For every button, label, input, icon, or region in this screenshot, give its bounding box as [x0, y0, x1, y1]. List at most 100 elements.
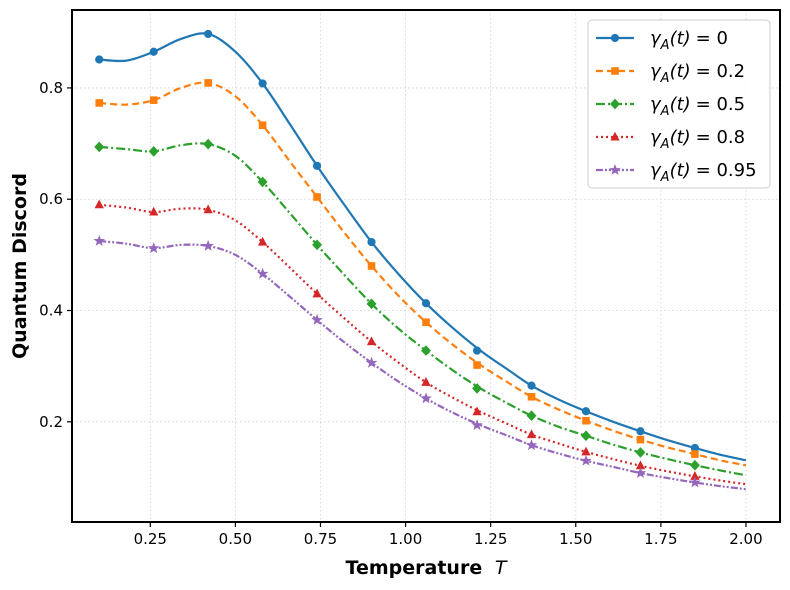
series-marker [312, 288, 322, 298]
legend-marker [610, 33, 620, 43]
y-tick-label: 0.4 [39, 302, 63, 320]
series-marker [525, 439, 538, 451]
legend-symbol: γ [650, 61, 662, 82]
series-marker [422, 318, 430, 327]
series-marker [256, 267, 269, 279]
legend-label: γA(t) = 0.5 [650, 94, 745, 119]
series-marker [421, 345, 431, 356]
series-marker [526, 410, 537, 422]
x-axis-label: Temperature [346, 557, 483, 579]
x-tick-label: 0.25 [134, 530, 167, 548]
series-marker [366, 298, 377, 310]
legend-value: = 0.5 [696, 94, 745, 115]
x-axis-variable: T [495, 557, 508, 579]
legend-label: γA(t) = 0.8 [650, 127, 745, 152]
series-marker [581, 407, 591, 416]
series-marker [367, 237, 376, 247]
x-tick-label: 0.75 [304, 530, 337, 548]
series-marker [311, 313, 323, 325]
x-tick-label: 1.00 [389, 530, 422, 548]
series-marker [203, 204, 213, 214]
series-marker [366, 336, 377, 346]
grid [72, 10, 780, 522]
series-marker [634, 466, 647, 478]
legend-value: = 0.2 [696, 61, 745, 82]
legend-argument: (t) [670, 94, 691, 115]
series-marker [93, 234, 106, 246]
legend-value: = 0 [696, 28, 728, 49]
x-tick-label: 0.50 [219, 530, 252, 548]
series-marker [204, 79, 212, 87]
series-marker [527, 381, 536, 390]
series-marker [95, 99, 104, 107]
series-marker [365, 356, 378, 368]
series-marker [471, 419, 483, 431]
series-marker [689, 476, 701, 488]
series-marker [636, 435, 645, 444]
legend-argument: (t) [670, 160, 691, 181]
legend-symbol: γ [650, 160, 662, 181]
series-marker [472, 383, 483, 394]
y-tick-label: 0.6 [39, 190, 63, 208]
x-tick-label: 2.00 [729, 530, 762, 548]
series-marker [689, 459, 700, 471]
series-marker [421, 377, 431, 386]
legend-argument: (t) [670, 28, 691, 49]
series-group [94, 199, 747, 486]
legend-symbol: γ [650, 94, 662, 115]
x-axis-title: Temperature T [346, 557, 508, 579]
legend-item: γA(t) = 0.2 [596, 61, 745, 86]
series-marker [421, 299, 431, 308]
series-group [93, 234, 747, 491]
legend-label: γA(t) = 0.2 [650, 61, 745, 86]
legend-marker [611, 67, 619, 75]
series-group [94, 138, 747, 477]
legend-argument: (t) [670, 127, 691, 148]
series-marker [204, 29, 213, 39]
series-marker [312, 239, 323, 251]
legend-item: γA(t) = 0.95 [596, 160, 757, 185]
series-marker [636, 427, 645, 436]
series-marker [95, 55, 104, 64]
legend-subscript: A [660, 170, 670, 185]
legend-value: = 0.8 [696, 127, 745, 148]
y-tick-label: 0.2 [39, 413, 63, 431]
series-marker [420, 392, 432, 404]
series-marker [149, 206, 159, 216]
series-marker [580, 454, 592, 466]
legend-marker [609, 163, 621, 175]
legend-marker [610, 98, 620, 110]
series-marker [258, 121, 267, 130]
series-marker [202, 239, 214, 251]
series-marker [472, 346, 482, 355]
legend-item: γA(t) = 0.8 [596, 127, 745, 152]
series-marker [635, 447, 646, 458]
legend-subscript: A [660, 38, 670, 53]
series-marker [257, 236, 268, 246]
series-marker [527, 392, 536, 401]
series-marker [472, 406, 482, 416]
series-marker [147, 242, 160, 254]
series-marker [257, 176, 268, 188]
x-tick-label: 1.25 [474, 530, 507, 548]
legend-label: γA(t) = 0 [650, 28, 728, 53]
series-marker [691, 450, 699, 458]
legend-box [587, 19, 771, 189]
legend-item: γA(t) = 0.5 [596, 94, 745, 119]
legend-marker [610, 131, 620, 141]
series-group [95, 79, 747, 467]
series-marker [580, 430, 591, 442]
series-marker [203, 138, 214, 150]
series-marker [473, 361, 481, 369]
series-marker [149, 47, 158, 56]
series-marker [258, 79, 267, 88]
legend-argument: (t) [670, 61, 691, 82]
x-tick-label: 1.50 [559, 530, 592, 548]
y-tick-label: 0.8 [39, 79, 63, 97]
legend-symbol: γ [650, 28, 662, 49]
legend: γA(t) = 0γA(t) = 0.2γA(t) = 0.5γA(t) = 0.8γA… [587, 19, 771, 189]
series-marker [149, 96, 158, 104]
series-marker [312, 161, 322, 170]
legend-subscript: A [660, 71, 670, 86]
